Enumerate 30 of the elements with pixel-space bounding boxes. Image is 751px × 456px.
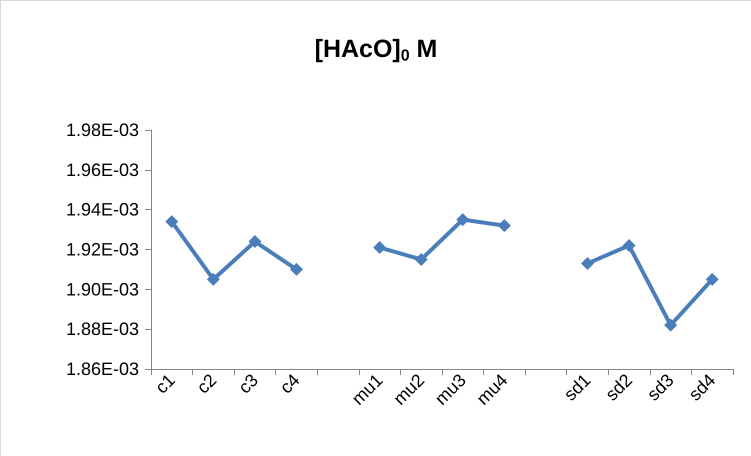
y-tick-label: 1.98E-03 <box>66 120 139 140</box>
y-tick-label: 1.92E-03 <box>66 240 139 260</box>
x-tick-label: mu3 <box>430 370 470 409</box>
x-tick-label: sd4 <box>684 370 720 405</box>
point <box>414 252 428 266</box>
y-tick-label: 1.90E-03 <box>66 279 139 300</box>
x-tick-label: sd1 <box>560 370 595 405</box>
point <box>456 213 470 226</box>
point <box>664 318 678 332</box>
point <box>206 272 220 286</box>
x-tick-label: sd3 <box>643 370 678 405</box>
point <box>248 235 262 248</box>
point <box>290 262 303 276</box>
y-tick-label: 1.86E-03 <box>66 359 139 379</box>
x-tick-label: c1 <box>151 370 179 398</box>
y-tick-label: 1.94E-03 <box>66 200 139 220</box>
point <box>165 215 178 228</box>
point <box>498 219 511 232</box>
y-tick-label: 1.96E-03 <box>66 160 139 180</box>
x-tick-label: sd2 <box>601 370 636 405</box>
point <box>622 239 636 252</box>
point <box>373 241 386 254</box>
x-tick-label: mu1 <box>348 370 387 409</box>
point <box>706 272 719 286</box>
x-tick-label: c3 <box>234 370 262 398</box>
y-tick-label: 1.88E-03 <box>66 319 139 340</box>
x-tick-label: c2 <box>192 370 220 398</box>
point <box>581 256 594 270</box>
x-tick-label: mu2 <box>389 370 428 409</box>
x-tick-label: c4 <box>276 370 304 398</box>
